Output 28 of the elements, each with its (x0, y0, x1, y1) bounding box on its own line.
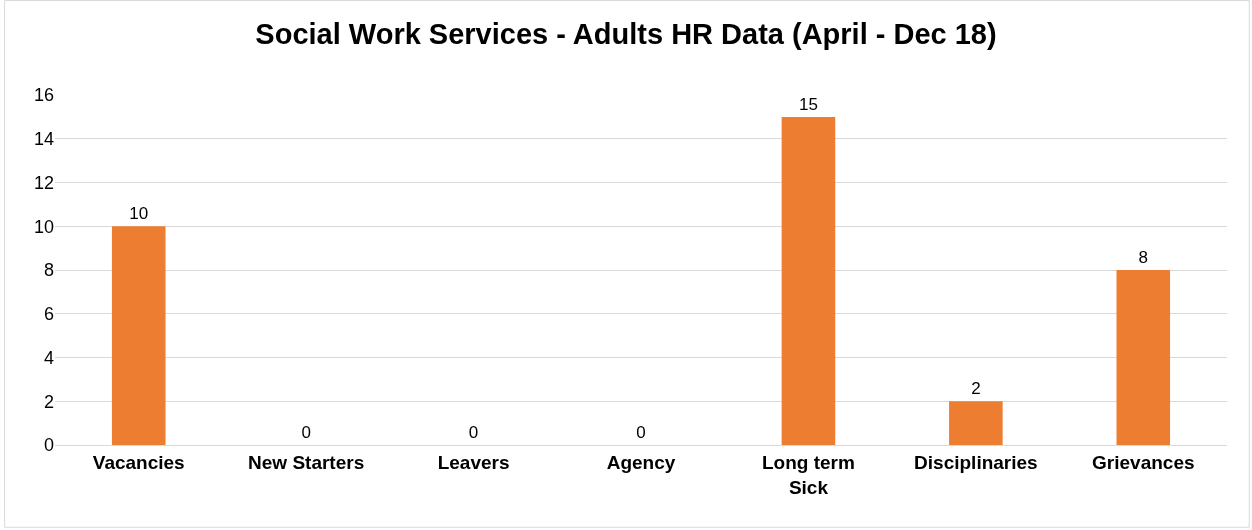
x-tick-label: Disciplinaries (914, 451, 1038, 473)
x-tick-label: Long term Sick (761, 451, 855, 498)
y-tick-label: 2 (43, 391, 54, 412)
data-label: 15 (798, 94, 818, 114)
data-label: 2 (971, 379, 981, 399)
y-tick-label: 0 (43, 435, 54, 456)
data-label: 0 (468, 423, 479, 442)
y-tick-label: 12 (33, 172, 54, 193)
y-tick-label: 4 (43, 347, 54, 368)
y-tick-label: 8 (43, 260, 54, 281)
data-label: 0 (636, 423, 646, 442)
bar (1116, 270, 1171, 445)
bar (111, 226, 166, 445)
bar (781, 116, 836, 445)
y-tick-label: 14 (33, 129, 54, 150)
x-tick-label: New Starters (248, 451, 365, 473)
y-tick-label: 10 (33, 216, 54, 237)
bar (949, 401, 1003, 445)
data-label: 0 (301, 423, 311, 442)
y-tick-label: 16 (33, 85, 54, 106)
x-tick-label: Vacancies (92, 451, 185, 473)
data-label: 10 (129, 204, 149, 224)
x-tick-label: Agency (606, 451, 676, 473)
data-label: 8 (1138, 248, 1149, 267)
x-tick-label: Leavers (437, 451, 510, 473)
chart-title: Social Work Services - Adults HR Data (April - Dec 18) (255, 18, 997, 51)
x-tick-label: Grievances (1092, 451, 1195, 473)
y-tick-label: 6 (43, 304, 54, 325)
